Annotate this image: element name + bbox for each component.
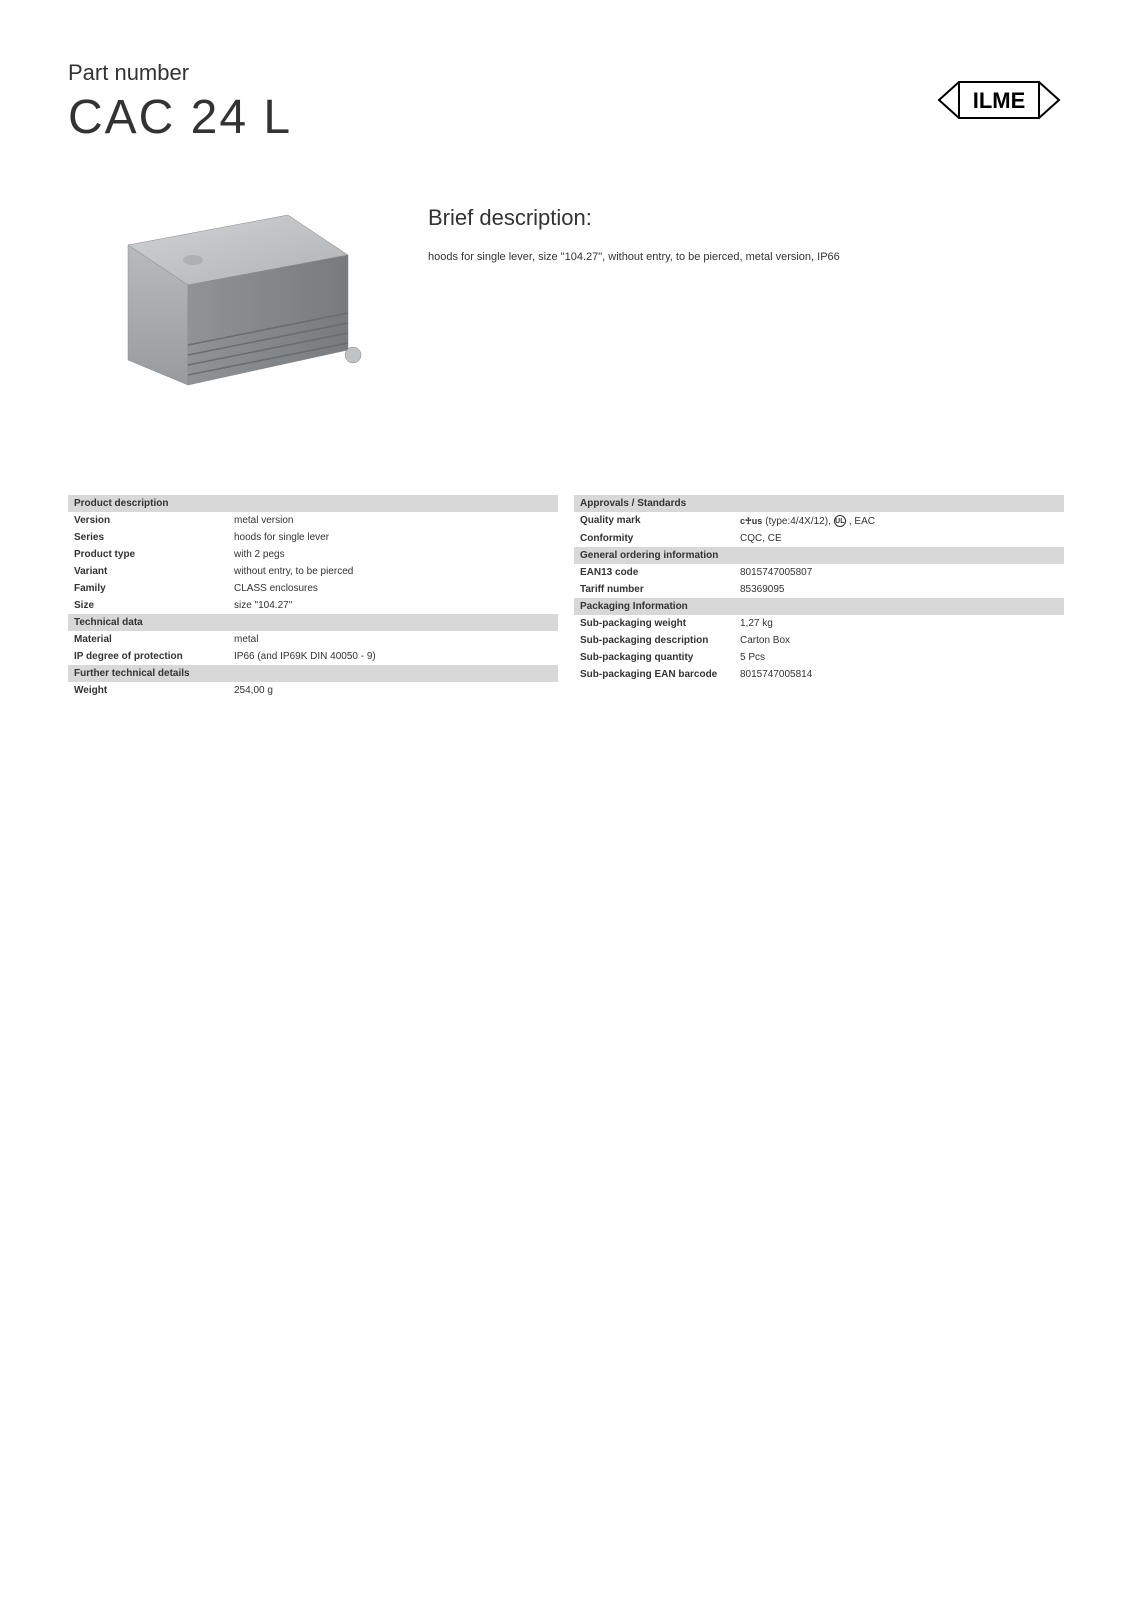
spec-label: EAN13 code — [580, 567, 740, 578]
product-image — [68, 185, 388, 445]
product-hood-icon — [68, 185, 388, 445]
spec-value: 8015747005814 — [740, 669, 1058, 680]
spec-value: with 2 pegs — [234, 549, 552, 560]
spec-row: Product type with 2 pegs — [68, 546, 558, 563]
spec-value: Carton Box — [740, 635, 1058, 646]
spec-value: 1,27 kg — [740, 618, 1058, 629]
section-header-further-technical: Further technical details — [68, 665, 558, 682]
spec-value: IP66 (and IP69K DIN 40050 - 9) — [234, 651, 552, 662]
header-left: Part number CAC 24 L — [68, 60, 292, 145]
brief-title: Brief description: — [428, 205, 1064, 231]
section-header-technical-data: Technical data — [68, 614, 558, 631]
spec-label: Series — [74, 532, 234, 543]
brief-text: hoods for single lever, size "104.27", w… — [428, 249, 1064, 266]
spec-row: Weight 254,00 g — [68, 682, 558, 699]
ul-mark-icon: c♰us — [740, 516, 762, 527]
spec-value: size "104.27" — [234, 600, 552, 611]
spec-value: 254,00 g — [234, 685, 552, 696]
section-header-approvals: Approvals / Standards — [574, 495, 1064, 512]
spec-label: Quality mark — [580, 515, 740, 527]
quality-eac-text: , EAC — [849, 516, 875, 527]
spec-value: metal — [234, 634, 552, 645]
spec-value-quality-mark: c♰us (type:4/4X/12), UL , EAC — [740, 515, 1058, 527]
spec-value: without entry, to be pierced — [234, 566, 552, 577]
page-header: Part number CAC 24 L ILME — [68, 60, 1064, 145]
spec-value: metal version — [234, 515, 552, 526]
spec-row: Version metal version — [68, 512, 558, 529]
section-header-packaging: Packaging Information — [574, 598, 1064, 615]
part-number-value: CAC 24 L — [68, 90, 292, 145]
brand-logo: ILME — [934, 70, 1064, 130]
spec-row: Series hoods for single lever — [68, 529, 558, 546]
spec-label: Version — [74, 515, 234, 526]
spec-value: CLASS enclosures — [234, 583, 552, 594]
spec-label: Sub-packaging weight — [580, 618, 740, 629]
spec-label: Tariff number — [580, 584, 740, 595]
spec-row: Size size "104.27" — [68, 597, 558, 614]
spec-value: hoods for single lever — [234, 532, 552, 543]
spec-row: Sub-packaging weight 1,27 kg — [574, 615, 1064, 632]
spec-row: Sub-packaging description Carton Box — [574, 632, 1064, 649]
spec-label: Sub-packaging EAN barcode — [580, 669, 740, 680]
spec-label: IP degree of protection — [74, 651, 234, 662]
spec-value: 8015747005807 — [740, 567, 1058, 578]
spec-tables: Product description Version metal versio… — [68, 495, 1064, 699]
spec-row: EAN13 code 8015747005807 — [574, 564, 1064, 581]
spec-label: Sub-packaging quantity — [580, 652, 740, 663]
ilme-logo-icon: ILME — [934, 70, 1064, 130]
spec-label: Size — [74, 600, 234, 611]
spec-row: Conformity CQC, CE — [574, 530, 1064, 547]
spec-column-right: Approvals / Standards Quality mark c♰us … — [574, 495, 1064, 699]
content-top: Brief description: hoods for single leve… — [68, 185, 1064, 445]
spec-row: Family CLASS enclosures — [68, 580, 558, 597]
spec-row: Tariff number 85369095 — [574, 581, 1064, 598]
quality-type-text: (type:4/4X/12), — [765, 516, 831, 527]
spec-row: Sub-packaging EAN barcode 8015747005814 — [574, 666, 1064, 683]
spec-label: Family — [74, 583, 234, 594]
spec-column-left: Product description Version metal versio… — [68, 495, 558, 699]
svg-text:ILME: ILME — [973, 88, 1026, 113]
spec-row-quality-mark: Quality mark c♰us (type:4/4X/12), UL , E… — [574, 512, 1064, 530]
spec-value: 5 Pcs — [740, 652, 1058, 663]
spec-row: Sub-packaging quantity 5 Pcs — [574, 649, 1064, 666]
spec-label: Sub-packaging description — [580, 635, 740, 646]
spec-value: CQC, CE — [740, 533, 1058, 544]
spec-label: Conformity — [580, 533, 740, 544]
spec-row: IP degree of protection IP66 (and IP69K … — [68, 648, 558, 665]
section-header-product-description: Product description — [68, 495, 558, 512]
section-header-general-ordering: General ordering information — [574, 547, 1064, 564]
spec-label: Variant — [74, 566, 234, 577]
part-number-label: Part number — [68, 60, 292, 86]
spec-row: Variant without entry, to be pierced — [68, 563, 558, 580]
spec-label: Material — [74, 634, 234, 645]
brief-description-section: Brief description: hoods for single leve… — [428, 185, 1064, 445]
spec-row: Material metal — [68, 631, 558, 648]
ul-circle-icon: UL — [834, 515, 846, 527]
spec-value: 85369095 — [740, 584, 1058, 595]
spec-label: Weight — [74, 685, 234, 696]
spec-label: Product type — [74, 549, 234, 560]
